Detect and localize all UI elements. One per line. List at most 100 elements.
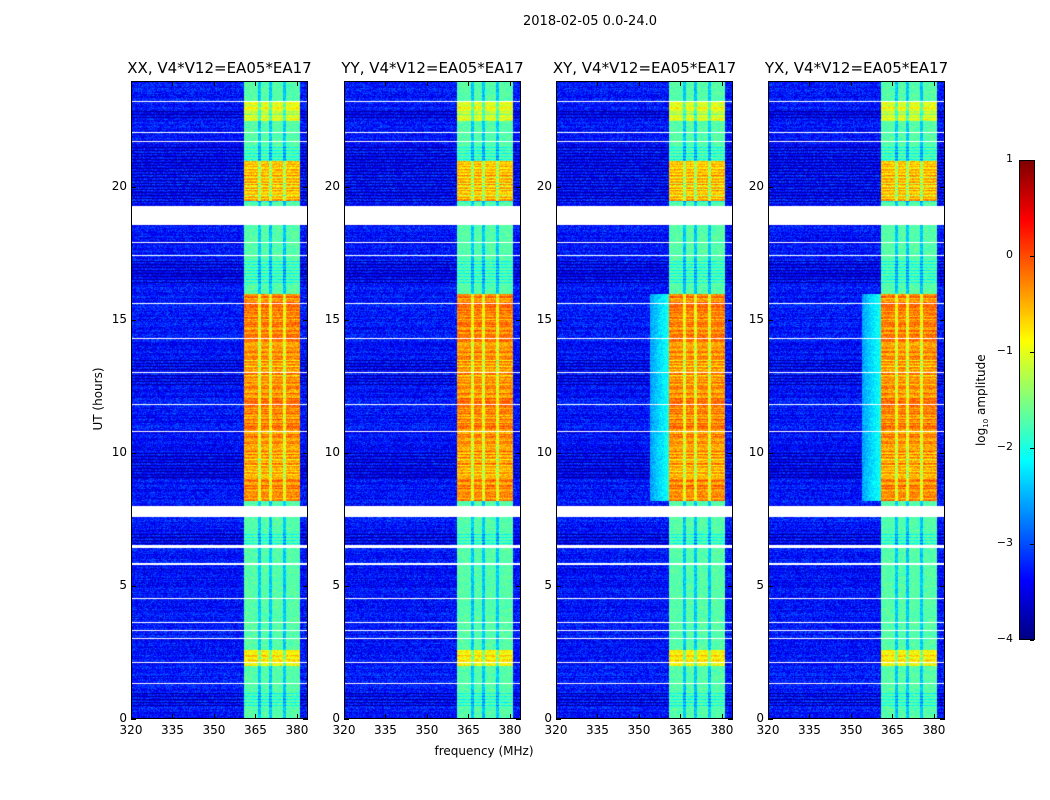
x-tick-label: 320 <box>756 723 780 737</box>
y-tick <box>516 453 521 455</box>
colorbar-tick <box>1030 640 1034 641</box>
y-tick <box>131 187 136 189</box>
y-tick <box>303 187 308 189</box>
y-tick <box>728 320 733 322</box>
y-tick <box>556 719 561 720</box>
y-tick <box>940 453 945 455</box>
y-tick <box>516 320 521 322</box>
x-tick <box>213 714 215 719</box>
y-tick <box>768 586 773 588</box>
x-tick <box>255 81 257 86</box>
panel-title: YX, V4*V12=EA05*EA17 <box>764 59 949 77</box>
y-tick-label: 20 <box>748 179 764 194</box>
y-tick <box>768 453 773 455</box>
x-tick <box>768 714 769 719</box>
x-tick <box>255 714 257 719</box>
y-tick <box>940 320 945 322</box>
colorbar-label-sub: 10 <box>982 418 991 428</box>
colorbar-tick <box>1030 256 1034 257</box>
y-tick-label: 5 <box>119 578 127 593</box>
y-tick <box>556 187 561 189</box>
x-tick <box>468 714 470 719</box>
colorbar-gradient <box>1019 160 1034 640</box>
y-tick <box>556 453 561 455</box>
x-tick <box>426 714 428 719</box>
y-tick <box>556 586 561 588</box>
x-tick <box>933 714 935 719</box>
x-tick <box>556 81 557 86</box>
x-tick <box>768 81 769 86</box>
colorbar-tick-label: −2 <box>996 440 1013 453</box>
x-tick-label: 350 <box>627 723 651 737</box>
y-tick <box>728 453 733 455</box>
y-tick <box>131 586 136 588</box>
x-tick-label: 365 <box>881 723 904 737</box>
x-tick <box>680 81 682 86</box>
x-tick <box>172 81 174 86</box>
y-tick-label: 0 <box>119 711 127 725</box>
x-tick-label: 365 <box>669 723 692 737</box>
x-tick-label: 350 <box>839 723 863 737</box>
colorbar-tick-label: −3 <box>996 536 1013 549</box>
x-tick-label: 335 <box>586 723 609 737</box>
x-tick-label: 380 <box>710 723 734 737</box>
colorbar-tick-label: −1 <box>996 344 1013 357</box>
y-tick <box>131 320 136 322</box>
x-tick <box>933 81 935 86</box>
heatmap-canvas <box>768 81 945 719</box>
x-tick <box>131 714 132 719</box>
x-tick <box>850 714 852 719</box>
y-tick-label: 20 <box>324 179 340 194</box>
y-tick <box>940 586 945 588</box>
y-tick <box>940 719 945 720</box>
x-tick-label: 335 <box>798 723 821 737</box>
x-tick-label: 380 <box>498 723 522 737</box>
x-tick-label: 350 <box>202 723 226 737</box>
x-tick-label: 320 <box>544 723 568 737</box>
y-tick <box>728 187 733 189</box>
x-tick <box>892 81 894 86</box>
figure-title: 2018-02-05 0.0-24.0 <box>523 14 657 29</box>
x-tick-label: 335 <box>161 723 184 737</box>
y-tick-label: 15 <box>324 312 340 327</box>
y-tick-label: 0 <box>544 711 552 725</box>
colorbar-tick-label: 0 <box>1006 248 1013 261</box>
y-tick-label: 15 <box>748 312 764 327</box>
x-tick <box>385 714 387 719</box>
x-tick-label: 320 <box>119 723 143 737</box>
y-tick-label: 5 <box>332 578 340 593</box>
y-tick <box>303 719 308 720</box>
y-axis-label: UT (hours) <box>91 367 105 431</box>
panel-frame <box>556 81 733 719</box>
y-tick <box>131 719 136 720</box>
x-tick <box>172 714 174 719</box>
y-tick <box>303 586 308 588</box>
x-tick <box>344 81 345 86</box>
y-tick-label: 5 <box>756 578 764 593</box>
x-tick <box>468 81 470 86</box>
heatmap-canvas <box>344 81 521 719</box>
x-tick-label: 335 <box>374 723 397 737</box>
x-tick <box>809 714 811 719</box>
y-tick <box>344 453 349 455</box>
y-tick <box>940 187 945 189</box>
heatmap-canvas <box>556 81 733 719</box>
panel-frame <box>344 81 521 719</box>
x-tick <box>509 714 511 719</box>
y-tick <box>768 719 773 720</box>
x-tick <box>638 81 640 86</box>
colorbar-label-rest: amplitude <box>973 354 988 419</box>
y-tick <box>728 586 733 588</box>
x-tick-label: 380 <box>922 723 946 737</box>
x-tick <box>680 714 682 719</box>
y-tick <box>303 453 308 455</box>
y-tick-label: 10 <box>536 445 552 460</box>
colorbar-tick-label: −4 <box>996 632 1013 645</box>
colorbar-frame <box>1019 160 1035 640</box>
x-tick-label: 350 <box>415 723 439 737</box>
x-tick-label: 380 <box>285 723 309 737</box>
x-tick <box>892 714 894 719</box>
y-tick-label: 15 <box>536 312 552 327</box>
x-tick <box>597 81 599 86</box>
x-tick <box>556 714 557 719</box>
